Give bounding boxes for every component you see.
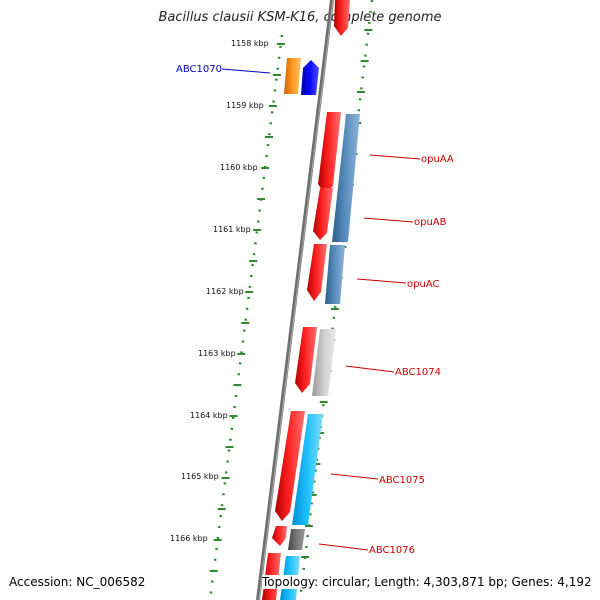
gene-label-abc1074[interactable]: ABC1074 bbox=[395, 367, 441, 378]
gene-label-abc1070[interactable]: ABC1070 bbox=[176, 64, 222, 75]
kbp-label-1166: 1166 kbp bbox=[170, 534, 208, 543]
genome-backbone bbox=[256, 0, 334, 600]
feature-abc1074-red bbox=[295, 327, 317, 393]
gene-label-opuab[interactable]: opuAB bbox=[414, 217, 447, 228]
feature-abc1070-blue bbox=[301, 60, 319, 95]
feature-top-red bbox=[334, 0, 350, 36]
label-leader-lines bbox=[221, 68, 421, 551]
gene-label-abc1076[interactable]: ABC1076 bbox=[369, 545, 415, 556]
feature-abc1075-red bbox=[275, 411, 305, 521]
kbp-label-1165: 1165 kbp bbox=[181, 472, 219, 481]
kbp-label-1158: 1158 kbp bbox=[231, 39, 269, 48]
genome-summary-text: Topology: circular; Length: 4,303,871 bp… bbox=[262, 575, 592, 589]
kbp-label-1161: 1161 kbp bbox=[213, 225, 251, 234]
kbp-label-1159: 1159 kbp bbox=[226, 101, 264, 110]
kbp-label-1162: 1162 kbp bbox=[206, 287, 244, 296]
feature-abc1076-dark bbox=[288, 529, 305, 550]
kbp-label-1163: 1163 kbp bbox=[198, 349, 236, 358]
gene-label-abc1075[interactable]: ABC1075 bbox=[379, 475, 425, 486]
feature-abc1074-grey bbox=[312, 329, 336, 396]
gene-label-opuaa[interactable]: opuAA bbox=[421, 154, 454, 165]
kbp-label-1160: 1160 kbp bbox=[220, 163, 258, 172]
kbp-label-1164: 1164 kbp bbox=[190, 411, 228, 420]
inner-dotted-track bbox=[208, 34, 284, 600]
gene-label-opuac[interactable]: opuAC bbox=[407, 279, 439, 290]
feature-abc1070-orange bbox=[284, 58, 301, 94]
feature-opuaa-red bbox=[318, 112, 341, 194]
feature-opuab-red bbox=[313, 188, 333, 240]
feature-opuac-blue bbox=[325, 245, 345, 304]
kbp-labels: 1158 kbp 1159 kbp 1160 kbp 1161 kbp 1162… bbox=[170, 39, 269, 543]
gene-labels: ABC1070 opuAA opuAB opuAC ABC1074 ABC107… bbox=[176, 64, 454, 556]
feature-opuaa-blue bbox=[332, 114, 360, 242]
feature-abc1076-red bbox=[272, 526, 287, 546]
map-title: Bacillus clausii KSM-K16, complete genom… bbox=[158, 10, 442, 25]
feature-abc1075-cyan bbox=[292, 414, 323, 525]
accession-text: Accession: NC_006582 bbox=[9, 575, 146, 589]
feature-opuac-red bbox=[307, 244, 327, 301]
outer-dotted-track bbox=[298, 0, 374, 600]
